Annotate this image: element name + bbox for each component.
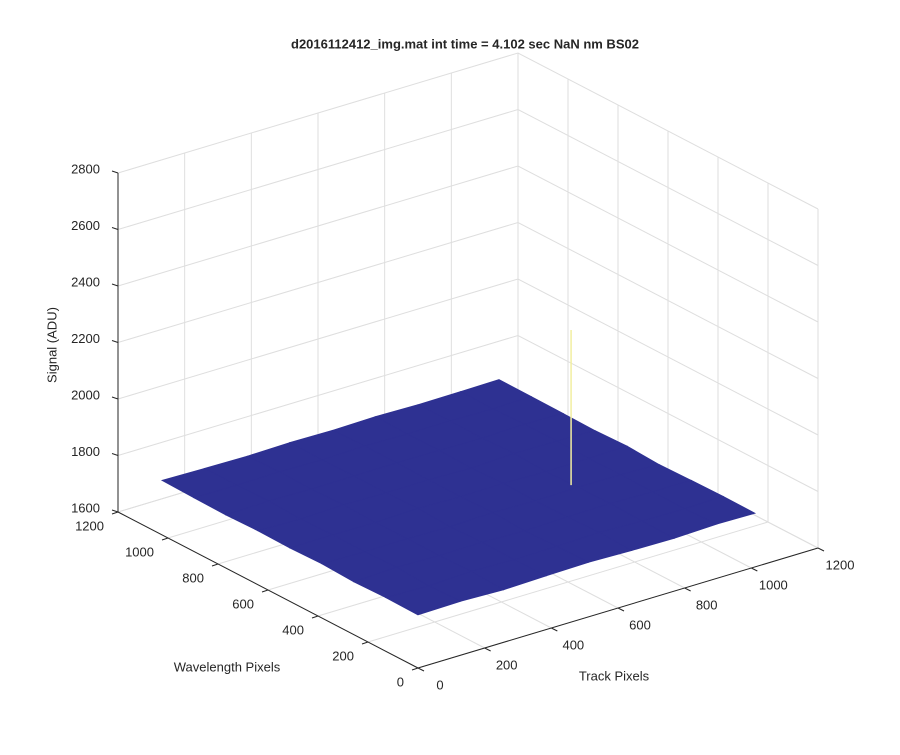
tick-mark bbox=[684, 587, 691, 592]
z-tick-label: 2800 bbox=[71, 161, 100, 176]
grid-line bbox=[117, 108, 819, 266]
grid-line bbox=[367, 521, 769, 643]
z-tick-label: 2200 bbox=[71, 331, 100, 346]
y-tick-label: 600 bbox=[232, 596, 254, 611]
tick-mark bbox=[111, 396, 119, 400]
y-tick-label: 0 bbox=[397, 674, 404, 689]
tick-mark bbox=[817, 547, 825, 552]
z-tick-label: 1600 bbox=[71, 500, 100, 515]
grid-line bbox=[117, 278, 819, 436]
y-tick-label: 1000 bbox=[125, 544, 154, 559]
y-tick-label: 200 bbox=[332, 648, 354, 663]
tick-mark bbox=[484, 647, 491, 652]
z-tick-label: 2600 bbox=[71, 218, 100, 233]
z-tick-label: 2400 bbox=[71, 274, 100, 289]
tick-mark bbox=[361, 641, 369, 645]
chart-title: d2016112412_img.mat int time = 4.102 sec… bbox=[291, 36, 639, 51]
surface-patch bbox=[384, 585, 462, 616]
y-tick-label: 800 bbox=[182, 570, 204, 585]
tick-mark bbox=[111, 340, 119, 343]
grid-line bbox=[117, 165, 819, 323]
x-tick-label: 0 bbox=[436, 677, 443, 692]
x-tick-label: 400 bbox=[562, 637, 584, 652]
x-tick-label: 1000 bbox=[759, 577, 788, 592]
tick-mark bbox=[211, 563, 219, 567]
tick-mark bbox=[751, 567, 758, 572]
tick-mark bbox=[111, 283, 119, 287]
z-tick-label: 1800 bbox=[71, 444, 100, 459]
tick-mark bbox=[311, 615, 319, 619]
tick-mark bbox=[111, 453, 119, 456]
x-tick-label: 200 bbox=[496, 657, 518, 672]
grid-line bbox=[117, 334, 819, 492]
grid-line bbox=[117, 221, 819, 379]
z-tick-label: 2000 bbox=[71, 387, 100, 402]
x-tick-label: 800 bbox=[696, 597, 718, 612]
y-axis-label: Wavelength Pixels bbox=[174, 659, 281, 674]
grid-line bbox=[117, 52, 819, 210]
tick-mark bbox=[111, 170, 119, 174]
tick-mark bbox=[111, 227, 119, 230]
x-tick-label: 600 bbox=[629, 617, 651, 632]
y-tick-label: 400 bbox=[282, 622, 304, 637]
tick-mark bbox=[111, 511, 119, 515]
x-tick-label: 1200 bbox=[826, 557, 855, 572]
y-tick-label: 1200 bbox=[75, 518, 104, 533]
tick-mark bbox=[617, 607, 625, 612]
tick-mark bbox=[411, 667, 419, 671]
z-axis-label: Signal (ADU) bbox=[44, 307, 59, 383]
tick-mark bbox=[111, 509, 119, 513]
tick-mark bbox=[417, 667, 425, 672]
tick-mark bbox=[161, 537, 169, 541]
x-axis-label: Track Pixels bbox=[579, 668, 650, 683]
tick-mark bbox=[551, 627, 558, 632]
tick-mark bbox=[261, 589, 269, 593]
